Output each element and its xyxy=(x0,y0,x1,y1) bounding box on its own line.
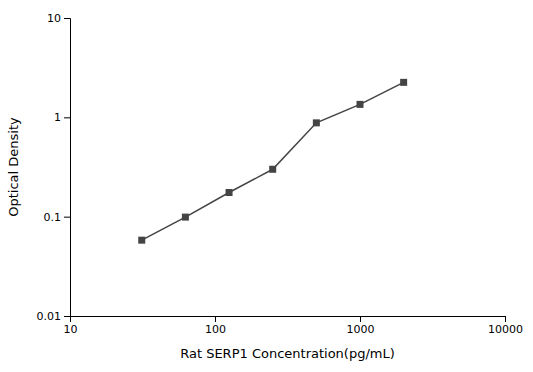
x-tick: 1000 xyxy=(347,316,375,336)
y-tick-label: 10 xyxy=(47,12,61,25)
y-tick-mark xyxy=(64,217,70,218)
x-tick-label: 10 xyxy=(64,323,78,336)
series xyxy=(138,79,407,244)
y-tick-mark xyxy=(64,316,70,317)
y-tick: 10 xyxy=(47,12,70,25)
y-tick-label: 0.01 xyxy=(37,310,62,323)
chart: 10 100 1000 10000 0.01 0.1 1 10 Rat SERP1 Concen… xyxy=(0,0,533,372)
y-tick-mark xyxy=(64,18,70,19)
x-axis: 10 100 1000 10000 xyxy=(64,316,524,336)
plot-area: 10 100 1000 10000 0.01 0.1 1 10 xyxy=(37,12,524,336)
x-tick: 10000 xyxy=(488,316,523,336)
x-tick-mark xyxy=(360,316,361,322)
x-axis-title: Rat SERP1 Concentration(pg/mL) xyxy=(180,346,395,361)
x-tick-mark xyxy=(215,316,216,322)
x-tick-label: 100 xyxy=(205,323,226,336)
y-tick-label: 1 xyxy=(54,111,61,124)
y-tick: 0.1 xyxy=(44,211,71,224)
x-tick: 10 xyxy=(64,316,78,336)
marker xyxy=(357,101,364,108)
y-tick: 1 xyxy=(54,111,70,124)
marker xyxy=(313,119,320,126)
marker xyxy=(138,237,145,244)
x-tick-mark xyxy=(505,316,506,322)
y-tick-label: 0.1 xyxy=(44,211,62,224)
marker xyxy=(182,214,189,221)
y-tick: 0.01 xyxy=(37,310,71,323)
line xyxy=(142,82,404,240)
y-axis: 0.01 0.1 1 10 xyxy=(37,12,71,323)
marker xyxy=(269,166,276,173)
y-tick-mark xyxy=(64,117,70,118)
marker xyxy=(226,189,233,196)
x-tick-label: 1000 xyxy=(347,323,375,336)
x-axis-line xyxy=(71,317,506,323)
y-axis-line xyxy=(64,19,71,317)
y-axis-title: Optical Density xyxy=(6,117,21,217)
x-tick: 100 xyxy=(205,316,226,336)
marker xyxy=(400,79,407,86)
x-tick-label: 10000 xyxy=(488,323,523,336)
